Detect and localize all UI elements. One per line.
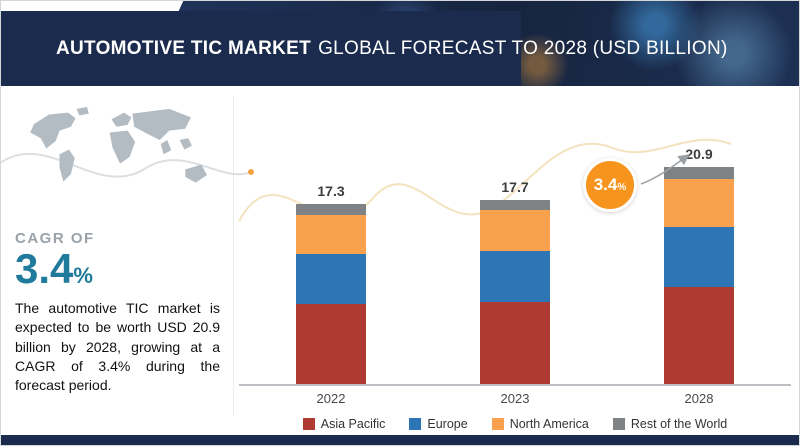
x-axis-label: 2023 — [500, 391, 530, 406]
legend-label: Europe — [427, 417, 468, 431]
description-text: The automotive TIC market is expected to… — [15, 300, 220, 394]
stacked-bar — [296, 204, 366, 384]
legend: Asia Pacific Europe North America Rest of t… — [239, 417, 791, 431]
stacked-bar — [664, 166, 734, 384]
cagr-badge-percent: % — [617, 182, 627, 193]
bar-segment-north-america — [480, 210, 550, 251]
badge-arrow-icon — [640, 154, 690, 185]
legend-swatch-north-america — [491, 418, 504, 430]
legend-item: Rest of the World — [612, 417, 728, 431]
bar-group: 17.7 — [423, 179, 607, 384]
bar-segment-europe — [480, 250, 550, 302]
legend-swatch-europe — [409, 418, 422, 430]
bar-plot: 17.3 17.7 20.9 — [239, 96, 791, 386]
cagr-value: 3.4% — [15, 245, 93, 292]
stacked-bar — [480, 199, 550, 384]
bar-segment-europe — [296, 254, 366, 304]
footer-bar — [1, 435, 799, 445]
cagr-percent-sign: % — [73, 263, 93, 288]
x-axis-label: 2028 — [684, 391, 714, 406]
x-axis-label: 2022 — [316, 391, 346, 406]
page-title-market: AUTOMOTIVE TIC MARKET — [56, 37, 312, 59]
legend-swatch-asia-pacific — [302, 418, 315, 430]
cagr-label: CAGR OF — [15, 230, 95, 247]
bar-value-label: 17.3 — [317, 183, 345, 200]
bar-segment-asia-pacific — [296, 303, 366, 384]
legend-item: Europe — [409, 417, 468, 431]
legend-label: Asia Pacific — [320, 417, 386, 431]
bar-segment-asia-pacific — [480, 301, 550, 384]
legend-item: North America — [491, 417, 589, 431]
bar-group: 17.3 — [239, 183, 423, 384]
cagr-badge-value: 3.4 — [593, 175, 618, 194]
bar-segment-europe — [664, 226, 734, 288]
cagr-badge: 3.4 % — [583, 158, 637, 212]
bar-segment-rest-of-the-world — [480, 199, 550, 211]
legend-swatch-rest-of-the-world — [612, 418, 625, 430]
panel-divider — [233, 96, 234, 416]
bar-chart: 17.3 17.7 20.9 2022 2023 2028 Asia Pacific Eu… — [239, 96, 791, 432]
legend-label: Rest of the World — [630, 417, 728, 431]
bar-value-label: 17.7 — [501, 178, 529, 195]
legend-item: Asia Pacific — [302, 417, 386, 431]
header-banner — [1, 11, 521, 86]
bar-segment-rest-of-the-world — [296, 204, 366, 215]
x-axis-labels: 2022 2023 2028 — [239, 386, 791, 406]
left-panel: CAGR OF 3.4% The automotive TIC market i… — [15, 97, 229, 396]
bar-segment-north-america — [296, 214, 366, 255]
legend-label: North America — [509, 417, 589, 431]
page-title-forecast: GLOBAL FORECAST TO 2028 (USD BILLION) — [318, 37, 728, 59]
page-title: AUTOMOTIVE TIC MARKET GLOBAL FORECAST TO… — [56, 11, 779, 86]
world-map — [17, 101, 229, 220]
bar-segment-asia-pacific — [664, 287, 734, 384]
